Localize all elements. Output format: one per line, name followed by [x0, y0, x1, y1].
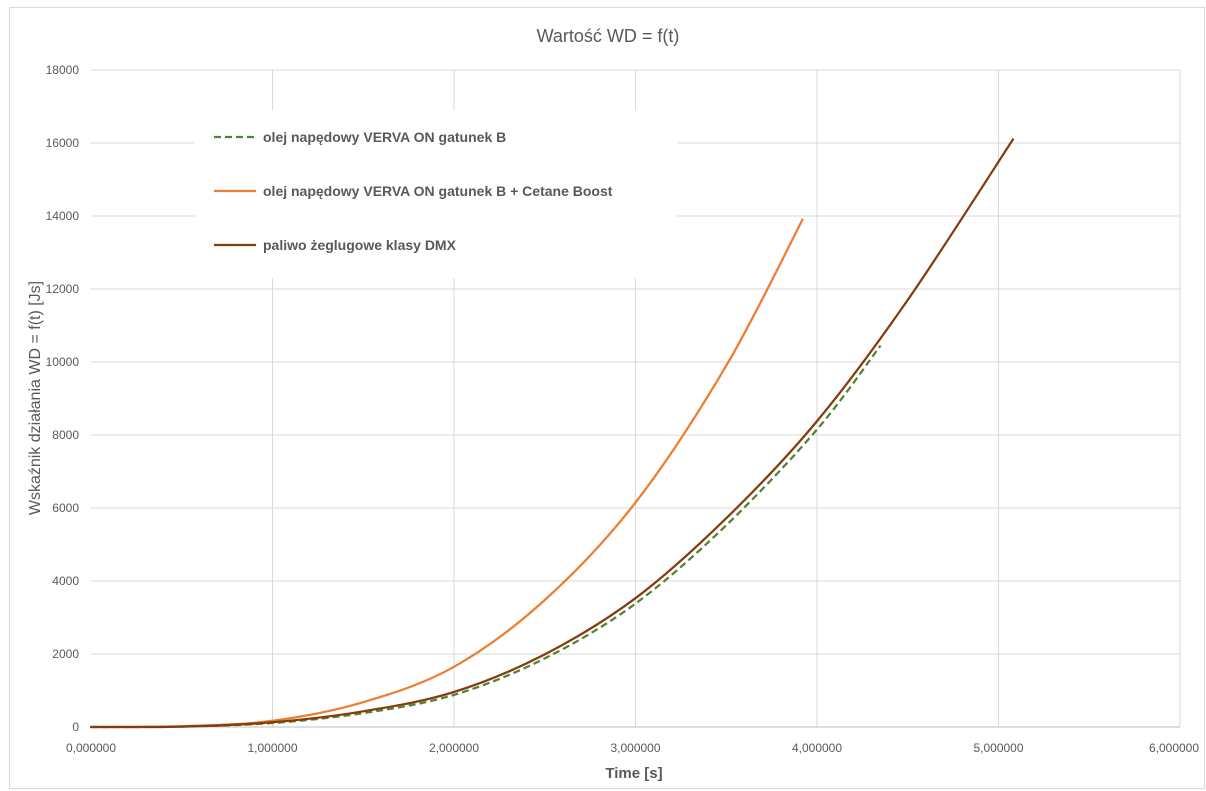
legend-label-1: olej napędowy VERVA ON gatunek B + Cetan… [263, 183, 613, 199]
y-tick-label: 10000 [46, 355, 80, 369]
series-line-1 [89, 218, 804, 729]
y-tick-label: 8000 [52, 428, 79, 442]
legend-box [195, 110, 677, 278]
y-tick-label: 12000 [46, 282, 80, 296]
x-tick-label: 5,000000 [973, 741, 1023, 755]
x-tick-label: 6,000000 [1149, 741, 1199, 755]
series-line-2 [89, 138, 1015, 729]
tick-labels: 0 2000 4000 6000 8000 10000 12000 14000 16000 180… [46, 63, 1200, 755]
y-tick-label: 18000 [46, 63, 80, 77]
legend-label-0: olej napędowy VERVA ON gatunek B [263, 129, 506, 145]
x-tick-label: 3,000000 [610, 741, 660, 755]
chart-title: Wartość WD = f(t) [537, 26, 680, 46]
y-tick-label: 14000 [46, 209, 80, 223]
y-axis-label: Wskaźnik działania WD = f(t) [Js] [27, 281, 44, 515]
x-tick-label: 1,000000 [247, 741, 297, 755]
y-tick-label: 0 [72, 720, 79, 734]
y-tick-label: 2000 [52, 647, 79, 661]
x-tick-label: 4,000000 [792, 741, 842, 755]
series-lines [89, 138, 1015, 729]
legend-label-2: paliwo żeglugowe klasy DMX [263, 237, 457, 253]
legend: olej napędowy VERVA ON gatunek B olej nap… [195, 110, 677, 278]
series-line-0 [90, 344, 882, 729]
y-tick-label: 16000 [46, 136, 80, 150]
x-tick-label: 0,000000 [66, 741, 116, 755]
x-tick-label: 2,000000 [429, 741, 479, 755]
y-tick-label: 4000 [52, 574, 79, 588]
x-axis-label: Time [s] [605, 765, 662, 782]
y-tick-label: 6000 [52, 501, 79, 515]
